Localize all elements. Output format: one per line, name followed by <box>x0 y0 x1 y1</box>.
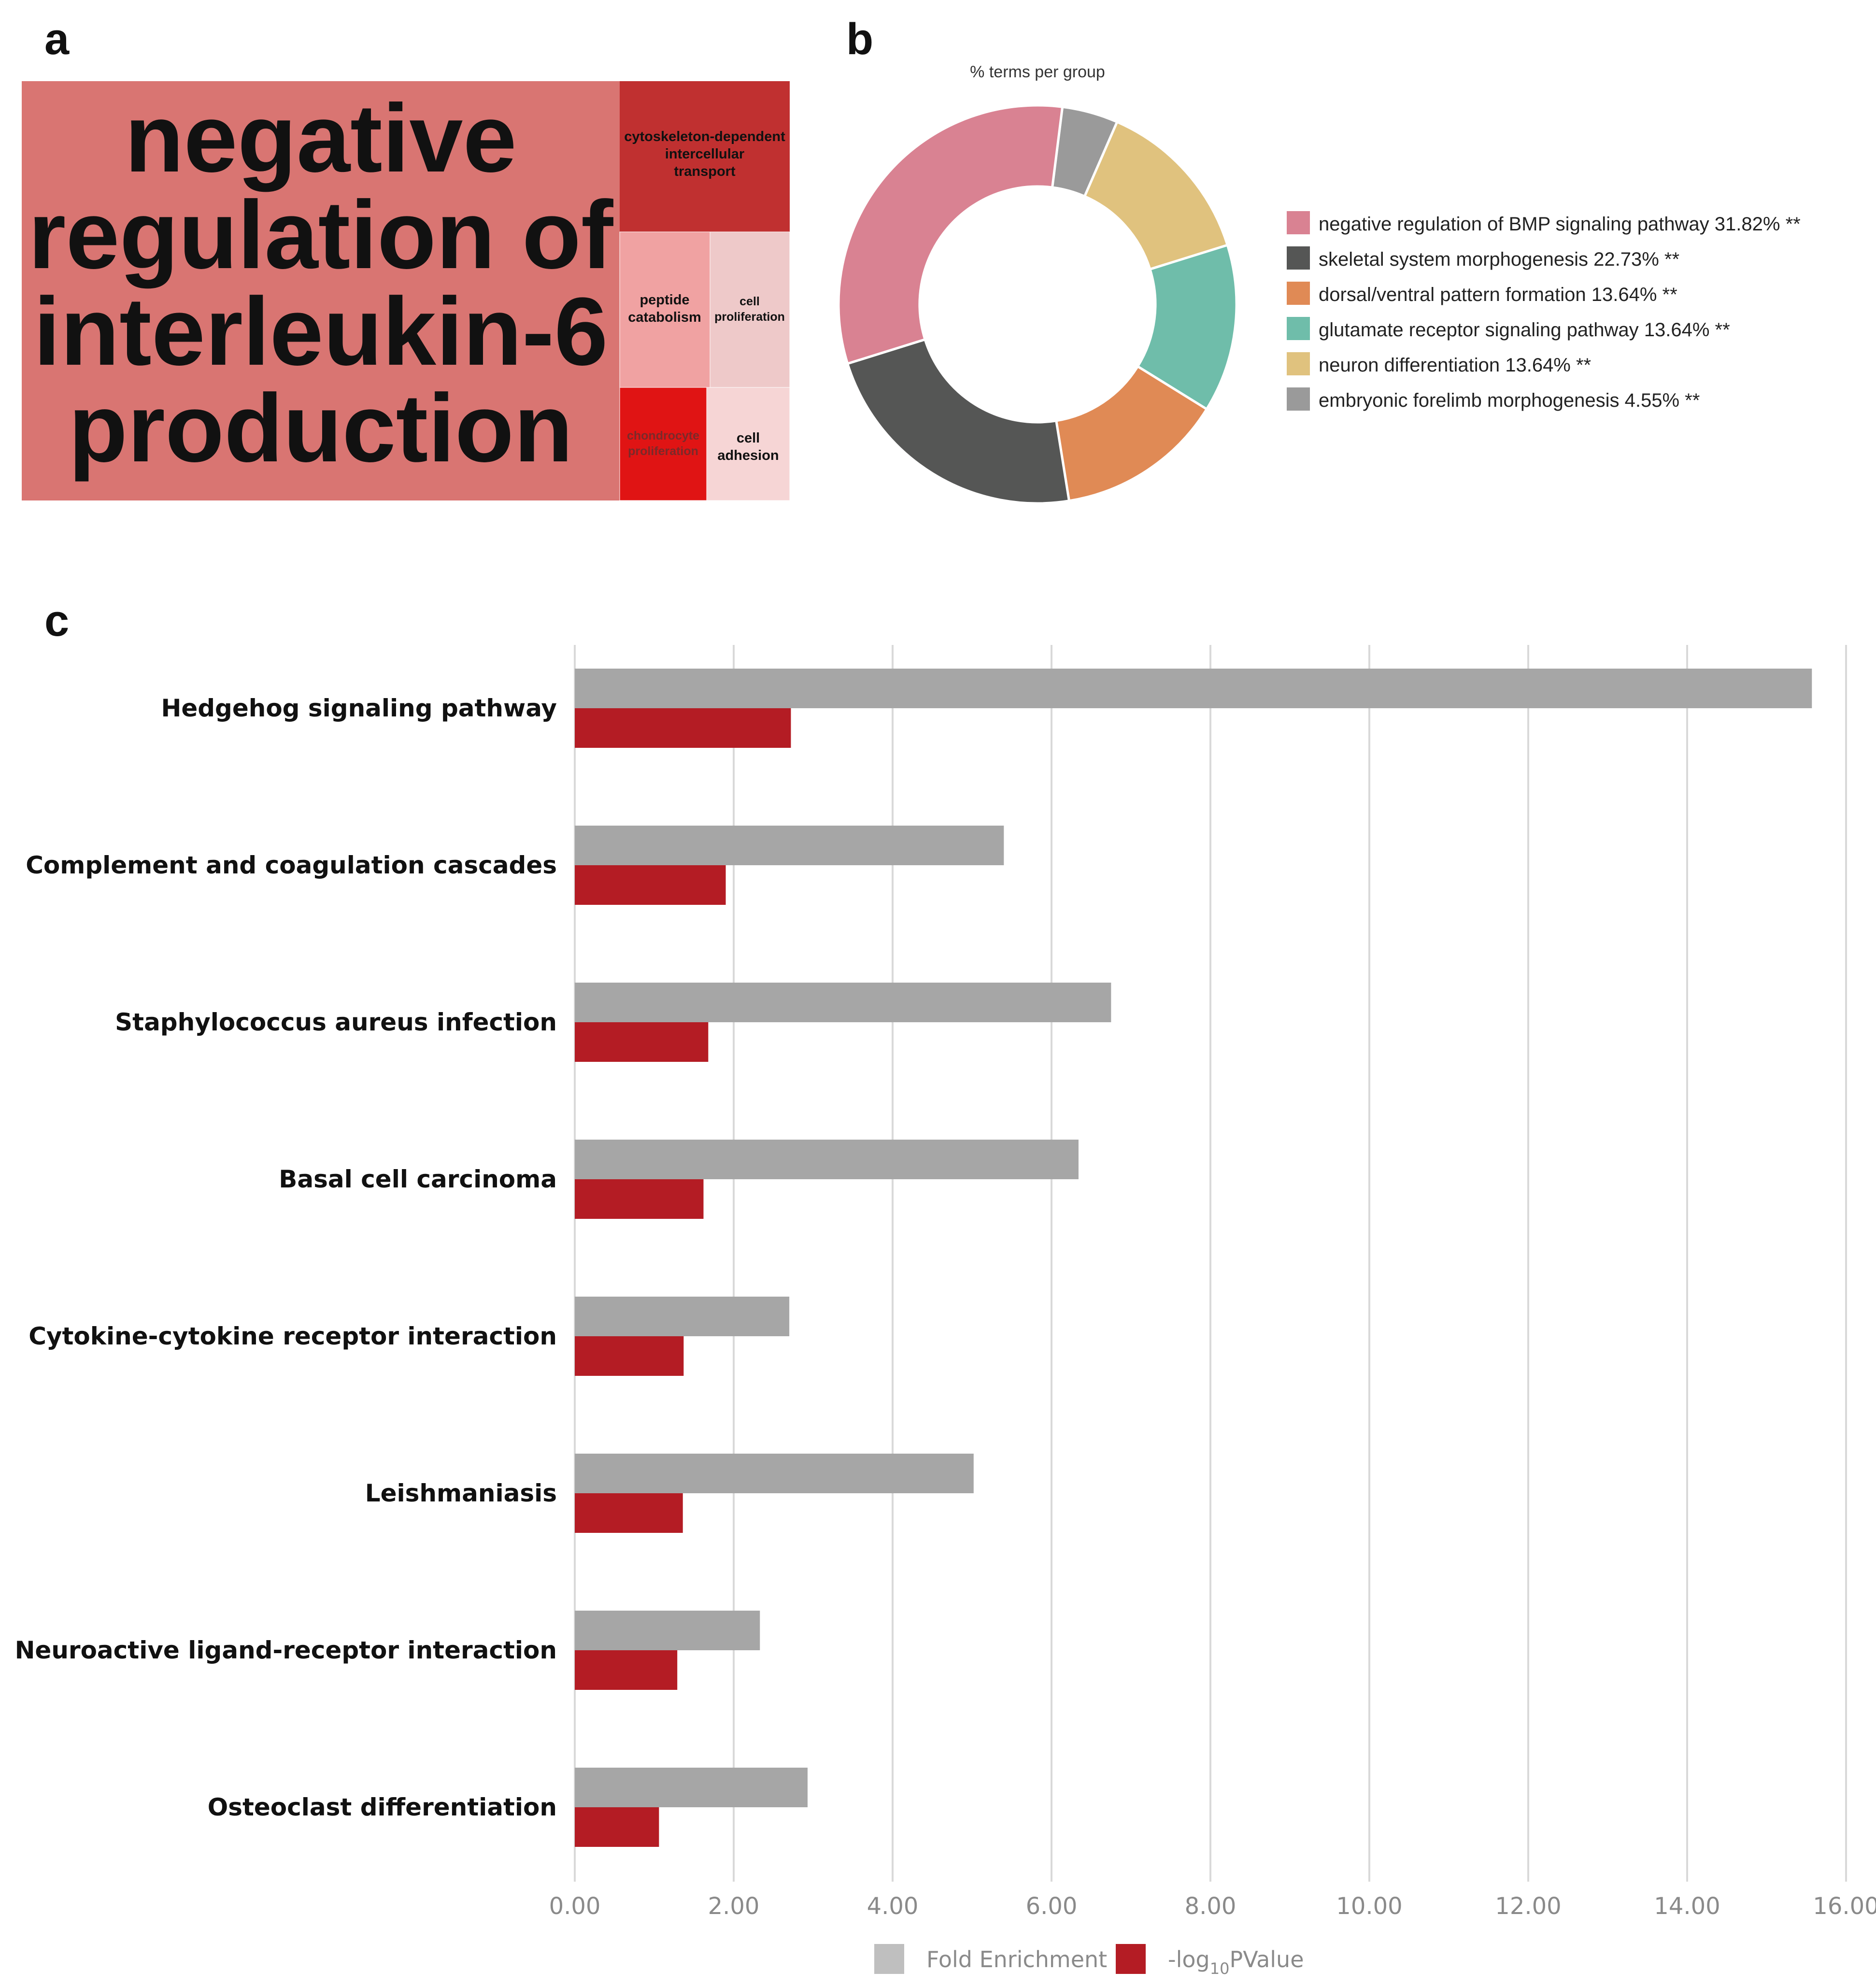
bar-neg-log10-pvalue <box>575 1493 683 1533</box>
x-tick-label: 10.00 <box>1336 1893 1402 1920</box>
treemap-tile-chondrocyte-line-1: chondrocyte <box>627 429 699 443</box>
donut-chart: % terms per group negative regulation of… <box>837 63 1801 505</box>
treemap-tile-peptide-line-1: peptide <box>640 292 689 308</box>
panel-label-c: c <box>44 596 69 645</box>
treemap-main-line-2: regulation of <box>28 181 613 289</box>
treemap-main-line-4: production <box>69 374 573 482</box>
x-tick-label: 12.00 <box>1495 1893 1561 1920</box>
legend-fold-enrichment-swatch <box>874 1944 904 1974</box>
legend-logp-swatch <box>1116 1944 1146 1974</box>
x-tick-label: 2.00 <box>708 1893 760 1920</box>
panel-label-a: a <box>44 14 70 64</box>
x-tick-label: 16.00 <box>1813 1893 1876 1920</box>
treemap-tile-chondrocyte-proliferation <box>619 387 707 501</box>
donut-slice <box>837 104 1064 365</box>
treemap-tile-cytoskeleton-line-3: transport <box>674 164 736 179</box>
x-tick-label: 6.00 <box>1026 1893 1078 1920</box>
treemap-main-line-3: interleukin-6 <box>33 278 608 386</box>
treemap-tile-cytoskeleton-line-2: intercellular <box>665 146 744 162</box>
bar-fold-enrichment <box>575 826 1004 865</box>
bar-bars <box>575 669 1812 1847</box>
treemap-main-line-1: negative <box>125 85 516 192</box>
legend-fold-enrichment-label: Fold Enrichment <box>926 1946 1107 1972</box>
donut-legend-label: glutamate receptor signaling pathway 13.… <box>1319 319 1730 341</box>
donut-legend-label: skeletal system morphogenesis 22.73% ** <box>1319 249 1679 270</box>
donut-legend-swatch <box>1287 352 1310 375</box>
donut-legend-swatch <box>1287 246 1310 270</box>
bar-fold-enrichment <box>575 1297 790 1336</box>
treemap-tile-chondrocyte-line-2: proliferation <box>628 444 698 458</box>
bar-neg-log10-pvalue <box>575 1807 659 1847</box>
donut-title: % terms per group <box>970 63 1105 81</box>
treemap-tile-cell-proliferation <box>710 231 790 388</box>
category-label: Neuroactive ligand-receptor interaction <box>15 1636 557 1664</box>
x-tick-label: 8.00 <box>1185 1893 1236 1920</box>
donut-legend-swatch <box>1287 317 1310 340</box>
donut-legend-label: embryonic forelimb morphogenesis 4.55% *… <box>1319 390 1700 411</box>
bar-fold-enrichment <box>575 1768 808 1807</box>
donut-legend-swatch <box>1287 282 1310 305</box>
category-label: Cytokine-cytokine receptor interaction <box>28 1322 557 1350</box>
category-label: Osteoclast differentiation <box>208 1793 557 1821</box>
category-label: Hedgehog signaling pathway <box>161 694 557 722</box>
panel-label-b: b <box>846 14 873 64</box>
donut-legend-label: negative regulation of BMP signaling pat… <box>1319 214 1801 235</box>
treemap-tile-main <box>22 81 620 500</box>
legend-logp-prefix: -log <box>1168 1946 1210 1972</box>
treemap-tile-proliferation-line-2: proliferation <box>714 310 785 324</box>
bar-tick-labels: 0.00 2.00 4.00 6.00 8.00 10.00 12.00 14.00 16.00 <box>549 1893 1876 1920</box>
legend-logp-suffix: PValue <box>1229 1946 1304 1972</box>
treemap-tile-cytoskeleton-transport <box>620 81 790 232</box>
legend-logp-label: -log10PValue <box>1168 1946 1304 1978</box>
donut-legend-label: dorsal/ventral pattern formation 13.64% … <box>1319 284 1677 305</box>
donut-slices <box>837 104 1238 505</box>
category-label: Complement and coagulation cascades <box>26 851 557 879</box>
x-tick-label: 14.00 <box>1654 1893 1720 1920</box>
category-label: Leishmaniasis <box>365 1479 557 1507</box>
treemap-tile-adhesion-line-2: adhesion <box>717 448 779 463</box>
category-label: Basal cell carcinoma <box>279 1165 557 1193</box>
bar-fold-enrichment <box>575 983 1111 1022</box>
bar-legend: Fold Enrichment -log10PValue <box>874 1944 1304 1978</box>
category-label: Staphylococcus aureus infection <box>115 1008 557 1036</box>
bar-neg-log10-pvalue <box>575 1336 684 1376</box>
bar-category-labels: Hedgehog signaling pathway Complement and… <box>15 694 557 1821</box>
bar-neg-log10-pvalue <box>575 865 726 905</box>
treemap-tile-peptide-line-2: catabolism <box>628 310 701 325</box>
treemap: negative regulation of interleukin-6 pro… <box>22 81 790 501</box>
bar-chart: Hedgehog signaling pathway Complement and… <box>15 645 1876 1978</box>
x-tick-label: 4.00 <box>867 1893 919 1920</box>
treemap-tile-cell-adhesion <box>706 387 790 501</box>
bar-neg-log10-pvalue <box>575 1022 709 1062</box>
bar-neg-log10-pvalue <box>575 1179 704 1219</box>
donut-slice <box>846 338 1071 505</box>
donut-legend-swatch <box>1287 387 1310 411</box>
bar-fold-enrichment <box>575 1454 974 1493</box>
legend-logp-subscript: 10 <box>1210 1959 1230 1978</box>
treemap-tile-proliferation-line-1: cell <box>739 295 760 308</box>
bar-neg-log10-pvalue <box>575 1650 678 1690</box>
donut-legend: negative regulation of BMP signaling pat… <box>1287 211 1801 411</box>
bar-fold-enrichment <box>575 669 1812 708</box>
x-tick-label: 0.00 <box>549 1893 601 1920</box>
treemap-tile-cytoskeleton-line-1: cytoskeleton-dependent <box>624 129 785 144</box>
bar-fold-enrichment <box>575 1140 1079 1179</box>
bar-neg-log10-pvalue <box>575 708 791 748</box>
donut-legend-label: neuron differentiation 13.64% ** <box>1319 355 1591 376</box>
treemap-tile-peptide-catabolism <box>619 231 711 388</box>
donut-legend-swatch <box>1287 211 1310 234</box>
bar-fold-enrichment <box>575 1611 760 1650</box>
treemap-tile-adhesion-line-1: cell <box>737 430 760 446</box>
